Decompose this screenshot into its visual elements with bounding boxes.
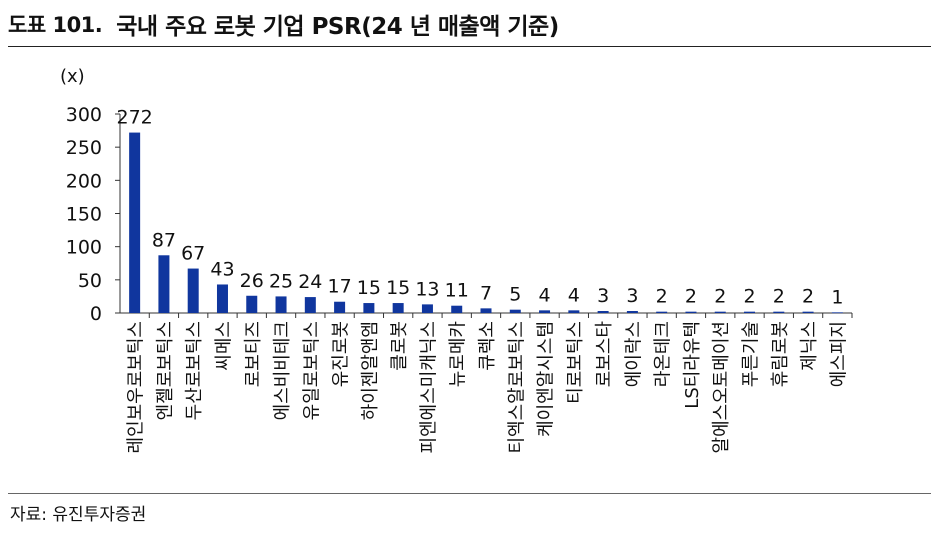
source-note: 자료: 유진투자증권 — [10, 505, 147, 525]
data-label: 7 — [480, 282, 492, 304]
category-label: 에이락스 — [623, 321, 644, 387]
bar — [275, 296, 287, 313]
bar — [539, 310, 551, 313]
category-label: 로보티즈 — [243, 321, 264, 387]
category-label: 티로보틱스 — [565, 321, 586, 404]
y-tick-label: 300 — [66, 104, 102, 126]
data-label: 13 — [415, 278, 439, 300]
category-label: 피엔에스미캐닉스 — [418, 321, 439, 453]
data-label: 2 — [802, 286, 814, 308]
bar — [685, 311, 697, 313]
data-label: 26 — [240, 270, 264, 292]
bar — [304, 297, 316, 313]
bar — [187, 268, 199, 313]
bar — [509, 309, 521, 313]
data-label: 3 — [626, 285, 638, 307]
bar — [626, 311, 638, 313]
data-label: 15 — [357, 277, 381, 299]
data-label: 25 — [269, 270, 293, 292]
data-label: 15 — [386, 277, 410, 299]
category-label: 에스비비테크 — [272, 321, 293, 420]
category-label: 유일로보틱스 — [301, 321, 322, 420]
bar — [246, 295, 258, 313]
figure-label: 도표 101. — [8, 13, 103, 37]
y-axis-unit: (x) — [60, 66, 85, 87]
category-label: 제닉스 — [799, 321, 820, 371]
data-label: 24 — [298, 271, 322, 293]
bar — [802, 311, 814, 313]
bar — [216, 284, 228, 313]
category-label: 케이엔알시스템 — [536, 321, 557, 437]
category-label: 엔젤로보틱스 — [155, 321, 176, 420]
bar — [363, 303, 375, 313]
data-label: 87 — [152, 229, 176, 251]
category-label: 푸른기술 — [741, 321, 762, 387]
y-tick-label: 0 — [90, 303, 102, 325]
category-label: 뉴로메카 — [448, 321, 469, 387]
bar — [831, 312, 843, 314]
category-label: LS티라유텍 — [682, 321, 703, 409]
data-label: 272 — [117, 107, 153, 129]
bar — [129, 132, 141, 313]
category-label: 알에스오토메이션 — [711, 321, 732, 453]
category-label: 티엑스알로보틱스 — [506, 321, 527, 453]
y-tick-label: 200 — [66, 170, 102, 192]
data-label: 43 — [210, 258, 234, 280]
bar — [656, 311, 668, 313]
data-label: 2 — [656, 286, 668, 308]
data-label: 3 — [597, 285, 609, 307]
bar — [392, 303, 404, 313]
y-tick-label: 50 — [78, 270, 102, 292]
bar — [451, 305, 463, 313]
bar — [480, 308, 492, 313]
y-tick-label: 250 — [66, 137, 102, 159]
data-label: 2 — [773, 286, 785, 308]
bar — [568, 310, 580, 313]
category-label: 큐렉소 — [477, 321, 498, 371]
data-label: 5 — [509, 284, 521, 306]
data-label: 4 — [568, 284, 580, 306]
data-label: 67 — [181, 243, 205, 265]
data-label: 4 — [539, 284, 551, 306]
category-label: 두산로보틱스 — [184, 321, 205, 420]
category-label: 로보스타 — [594, 321, 615, 388]
y-tick-label: 100 — [66, 237, 102, 259]
data-label: 2 — [685, 286, 697, 308]
bottom-rule — [8, 493, 931, 494]
category-label: 하이젠알앤엠 — [360, 321, 381, 420]
data-label: 2 — [743, 286, 755, 308]
y-tick-label: 150 — [66, 204, 102, 226]
category-label: 씨메스 — [213, 321, 234, 371]
chart-title: 국내 주요 로봇 기업 PSR(24 년 매출액 기준) — [116, 14, 559, 40]
category-label: 클로봇 — [389, 321, 410, 371]
bar — [773, 311, 785, 313]
top-rule — [8, 46, 931, 47]
title-row: 도표 101. 국내 주요 로봇 기업 PSR(24 년 매출액 기준) — [8, 6, 931, 42]
bar — [714, 311, 726, 313]
data-label: 2 — [714, 286, 726, 308]
data-label: 17 — [328, 276, 352, 298]
data-label: 11 — [445, 280, 469, 302]
bar — [597, 311, 609, 313]
bar — [158, 255, 170, 313]
category-label: 레인보우로보틱스 — [126, 321, 147, 453]
bar — [421, 304, 433, 313]
data-label: 1 — [831, 286, 843, 308]
category-label: 유진로봇 — [331, 321, 352, 387]
category-label: 라온테크 — [653, 321, 674, 387]
bar — [334, 301, 346, 313]
category-label: 에스피지 — [828, 321, 849, 387]
bar — [744, 311, 756, 313]
category-label: 휴림로봇 — [770, 321, 791, 387]
